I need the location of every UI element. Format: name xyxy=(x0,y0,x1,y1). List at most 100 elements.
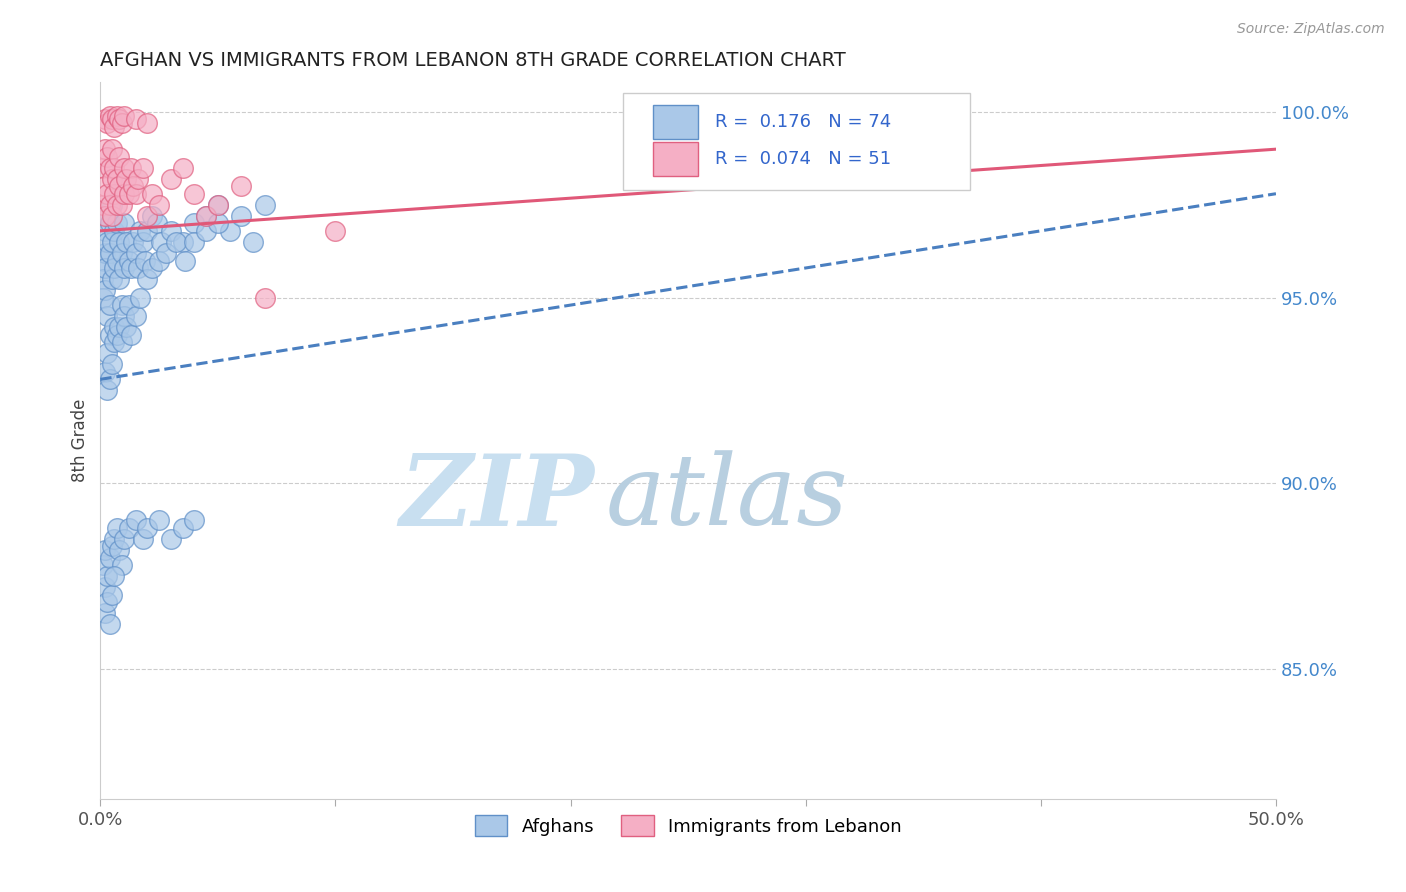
Point xyxy=(129,291,152,305)
Point xyxy=(172,161,194,175)
Point xyxy=(105,216,128,230)
Point xyxy=(127,260,149,275)
Point xyxy=(105,198,128,212)
Point xyxy=(160,172,183,186)
Point xyxy=(103,569,125,583)
Text: atlas: atlas xyxy=(606,450,849,546)
Point xyxy=(122,235,145,249)
Point xyxy=(136,521,159,535)
Point xyxy=(115,320,138,334)
Point xyxy=(105,327,128,342)
Point xyxy=(96,209,118,223)
Point xyxy=(124,513,146,527)
Point xyxy=(165,235,187,249)
Point xyxy=(172,521,194,535)
Point xyxy=(207,198,229,212)
Point xyxy=(96,569,118,583)
Text: R =  0.074   N = 51: R = 0.074 N = 51 xyxy=(716,150,891,168)
Point xyxy=(98,327,121,342)
Point xyxy=(148,198,170,212)
Point xyxy=(115,172,138,186)
Point xyxy=(96,150,118,164)
Point xyxy=(94,142,117,156)
Point xyxy=(148,253,170,268)
Point xyxy=(108,112,131,127)
Point xyxy=(136,209,159,223)
Point xyxy=(124,112,146,127)
Point xyxy=(105,521,128,535)
Legend: Afghans, Immigrants from Lebanon: Afghans, Immigrants from Lebanon xyxy=(467,808,910,844)
Point xyxy=(103,120,125,134)
Point xyxy=(325,224,347,238)
Point xyxy=(218,224,240,238)
Point xyxy=(148,513,170,527)
Point xyxy=(136,224,159,238)
Point xyxy=(91,161,114,175)
Point xyxy=(183,216,205,230)
Point xyxy=(108,235,131,249)
Point xyxy=(96,595,118,609)
Point xyxy=(231,209,253,223)
Point xyxy=(94,365,117,379)
Point xyxy=(150,235,173,249)
Point xyxy=(231,179,253,194)
Point xyxy=(146,216,169,230)
Point xyxy=(108,543,131,558)
Point xyxy=(160,224,183,238)
Text: ZIP: ZIP xyxy=(399,450,595,546)
Point xyxy=(117,186,139,201)
Point xyxy=(112,161,135,175)
Point xyxy=(110,558,132,572)
Point xyxy=(96,116,118,130)
Bar xyxy=(652,104,697,139)
Point xyxy=(98,372,121,386)
Point xyxy=(96,384,118,398)
Point xyxy=(98,298,121,312)
Point xyxy=(105,253,128,268)
Point xyxy=(91,291,114,305)
Point xyxy=(94,606,117,620)
Point xyxy=(136,272,159,286)
Point xyxy=(136,116,159,130)
Point xyxy=(98,617,121,632)
Point xyxy=(120,161,142,175)
Point xyxy=(112,216,135,230)
Point xyxy=(94,543,117,558)
Point xyxy=(141,186,163,201)
Point xyxy=(253,198,276,212)
Point xyxy=(96,186,118,201)
Point xyxy=(141,260,163,275)
Point xyxy=(131,161,153,175)
Point xyxy=(105,172,128,186)
Y-axis label: 8th Grade: 8th Grade xyxy=(72,399,89,483)
Point xyxy=(91,558,114,572)
Point xyxy=(94,260,117,275)
Point xyxy=(124,310,146,324)
Point xyxy=(112,260,135,275)
Point xyxy=(108,272,131,286)
Point xyxy=(103,335,125,350)
FancyBboxPatch shape xyxy=(623,93,970,190)
Point xyxy=(112,186,135,201)
Point xyxy=(112,532,135,546)
Point xyxy=(98,161,121,175)
Point xyxy=(207,198,229,212)
Point xyxy=(160,532,183,546)
Text: R =  0.176   N = 74: R = 0.176 N = 74 xyxy=(716,112,891,131)
Point xyxy=(242,235,264,249)
Point xyxy=(122,179,145,194)
Point xyxy=(124,186,146,201)
Point xyxy=(108,150,131,164)
Point xyxy=(141,209,163,223)
Point xyxy=(98,109,121,123)
Point xyxy=(101,112,124,127)
Point xyxy=(127,172,149,186)
Point xyxy=(91,272,114,286)
Point xyxy=(103,186,125,201)
Point xyxy=(101,235,124,249)
Text: AFGHAN VS IMMIGRANTS FROM LEBANON 8TH GRADE CORRELATION CHART: AFGHAN VS IMMIGRANTS FROM LEBANON 8TH GR… xyxy=(100,51,846,70)
Point xyxy=(110,298,132,312)
Point xyxy=(94,112,117,127)
Point xyxy=(183,186,205,201)
Point xyxy=(195,209,218,223)
